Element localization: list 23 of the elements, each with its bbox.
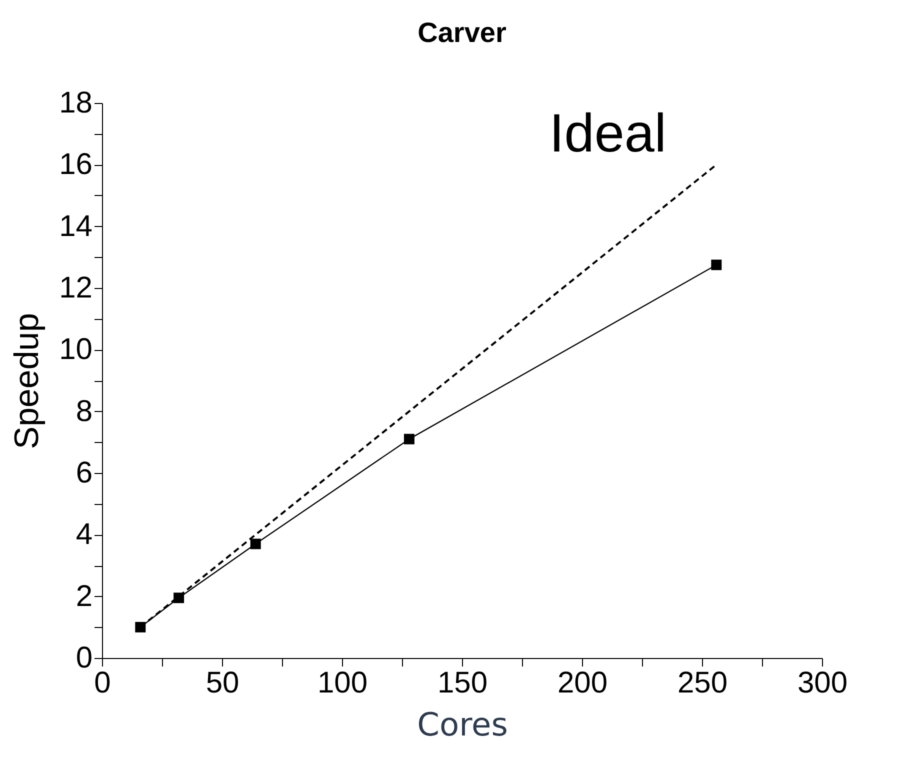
x-tick-label: 200 bbox=[557, 666, 608, 700]
x-tick-label: 250 bbox=[677, 666, 728, 700]
y-tick-label: 4 bbox=[76, 518, 92, 552]
y-tick-label: 0 bbox=[76, 642, 92, 674]
x-axis-title: Cores bbox=[417, 706, 508, 744]
point bbox=[250, 538, 261, 550]
y-tick-label: 12 bbox=[59, 272, 92, 304]
x-tick-label: 100 bbox=[317, 666, 368, 700]
point bbox=[711, 260, 722, 270]
y-tick-label: 10 bbox=[59, 333, 92, 366]
x-tick-label: 50 bbox=[206, 666, 240, 700]
y-tick-label: 14 bbox=[59, 210, 92, 243]
y-tick-label: 6 bbox=[76, 456, 92, 490]
point bbox=[404, 434, 414, 444]
y-tick-label: 8 bbox=[76, 394, 92, 428]
x-tick-label: 150 bbox=[437, 666, 488, 700]
chart-title: Carver bbox=[418, 17, 506, 48]
x-tick-label: 300 bbox=[797, 666, 848, 700]
y-tick-label: 18 bbox=[59, 86, 92, 120]
series-label: Ideal bbox=[549, 104, 666, 164]
y-tick-label: 2 bbox=[76, 580, 92, 613]
y-axis-title: Speedup bbox=[8, 312, 46, 450]
y-tick-label: 16 bbox=[59, 148, 92, 182]
